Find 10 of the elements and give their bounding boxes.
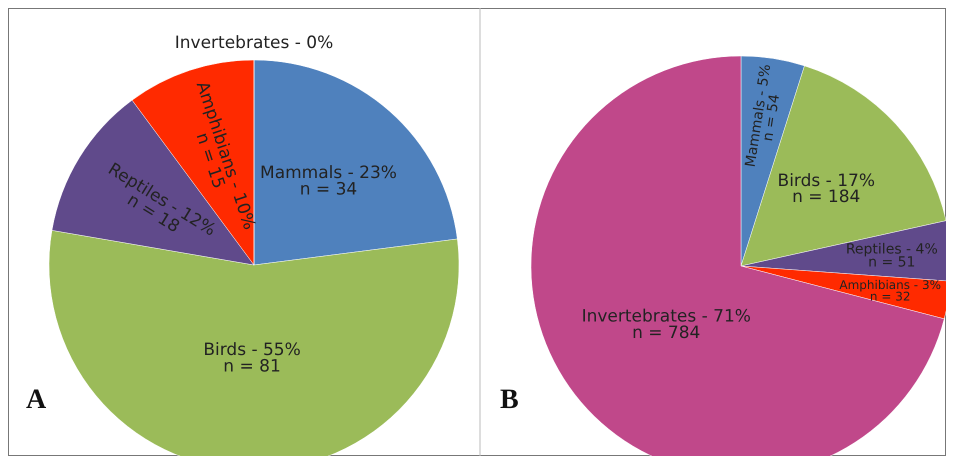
slice-label: Birds - 55% n = 81	[203, 340, 301, 376]
slice-label: Reptiles - 4% n = 51	[846, 241, 938, 271]
slice-label: Amphibians - 3% n = 32	[839, 278, 941, 304]
slice-label: Mammals - 23% n = 34	[260, 163, 397, 200]
text: B	[500, 384, 519, 415]
slice-label: Invertebrates - 71% n = 784	[582, 306, 751, 343]
slice-label: Mammals - 5% n = 54	[742, 63, 784, 168]
slice-label: Birds - 17% n = 184	[778, 170, 875, 208]
category-label: Invertebrates - 0%	[174, 32, 334, 53]
text: A	[26, 384, 47, 415]
